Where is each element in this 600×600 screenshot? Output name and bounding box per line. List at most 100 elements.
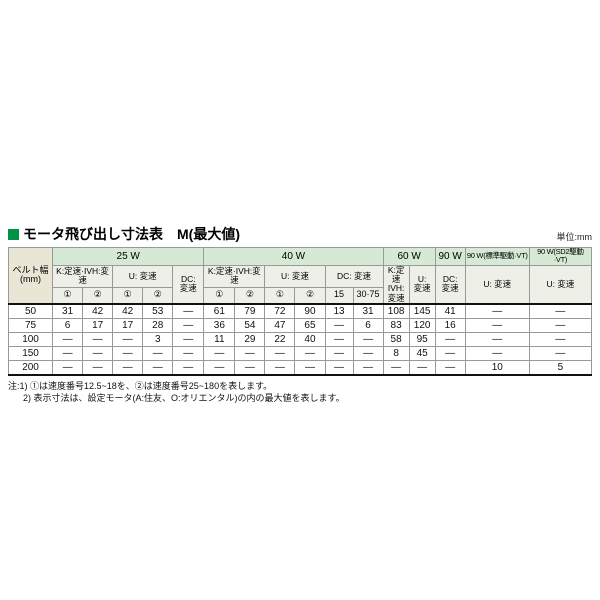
value-cell: 6: [352, 317, 384, 333]
motor-group-90w-sd2-vt: 90 W(SD2駆動·VT): [528, 247, 593, 266]
motor-group-40w: 40 W: [203, 247, 384, 266]
value-cell: 72: [264, 303, 296, 319]
value-cell: —: [528, 345, 593, 361]
value-cell: 22: [264, 331, 296, 347]
value-cell: 13: [324, 303, 354, 319]
value-cell: 45: [408, 345, 436, 361]
subheader-60w-k: K:定速 IVH:変速: [382, 264, 410, 305]
motor-group-25w: 25 W: [52, 247, 205, 266]
page: モータ飛び出し寸法表 M(最大値) 単位:mm ベルト幅 (mm) 25 W 4…: [7, 224, 593, 404]
value-cell: —: [528, 303, 593, 319]
value-cell: 53: [142, 303, 174, 319]
value-cell: —: [352, 331, 384, 347]
value-cell: —: [203, 345, 236, 361]
value-cell: —: [528, 331, 593, 347]
belt-width-cell: 100: [7, 331, 54, 347]
value-cell: —: [112, 331, 144, 347]
value-cell: —: [434, 331, 466, 347]
dimension-table: ベルト幅 (mm) 25 W 40 W 60 W 90 W 90 W(標準駆動·…: [7, 246, 593, 376]
table-row: 200 — — — — — — — — — — — — — — 10 5: [7, 359, 593, 376]
value-cell: —: [352, 359, 384, 376]
value-cell: —: [172, 303, 205, 319]
value-cell: 31: [352, 303, 384, 319]
header-row-groups: ベルト幅 (mm) 25 W 40 W 60 W 90 W 90 W(標準駆動·…: [7, 246, 593, 305]
value-cell: 8: [382, 345, 410, 361]
page-title: モータ飛び出し寸法表 M(最大値): [8, 224, 240, 244]
speed-number-header: ①: [112, 286, 144, 305]
subheader-40w-dc: DC: 変速: [324, 264, 384, 288]
value-cell: —: [324, 317, 354, 333]
value-cell: —: [464, 303, 530, 319]
value-cell: —: [172, 331, 205, 347]
value-cell: —: [112, 359, 144, 376]
value-cell: —: [324, 345, 354, 361]
table-row: 75 6 17 17 28 — 36 54 47 65 — 6 83 120 1…: [7, 317, 593, 333]
value-cell: —: [52, 345, 84, 361]
value-cell: —: [52, 331, 84, 347]
table-row: 150 — — — — — — — — — — — 8 45 — — —: [7, 345, 593, 361]
footnote-2: 2) 表示寸法は、設定モータ(A:住友、O:オリエンタル)の内の最大値を表します…: [23, 393, 345, 404]
speed-number-header: 30·75: [352, 286, 384, 305]
value-cell: 54: [234, 317, 266, 333]
value-cell: —: [352, 345, 384, 361]
motor-group-90w: 90 W: [434, 247, 466, 266]
value-cell: 40: [294, 331, 326, 347]
subheader-90w-std-u: U: 変速: [464, 264, 530, 305]
table-row: 100 — — — 3 — 11 29 22 40 — — 58 95 — — …: [7, 331, 593, 347]
value-cell: 47: [264, 317, 296, 333]
footnote-1: 注:1) ①は速度番号12.5~18を、②は速度番号25~180を表します。: [8, 380, 273, 391]
subheader-25w-dc: DC: 変速: [172, 264, 205, 305]
speed-number-header: ②: [142, 286, 174, 305]
value-cell: —: [264, 345, 296, 361]
value-cell: —: [294, 345, 326, 361]
value-cell: 11: [203, 331, 236, 347]
value-cell: —: [528, 317, 593, 333]
value-cell: 42: [112, 303, 144, 319]
value-cell: 58: [382, 331, 410, 347]
value-cell: 83: [382, 317, 410, 333]
motor-group-90w-std-vt: 90 W(標準駆動·VT): [464, 247, 530, 266]
value-cell: —: [434, 359, 466, 376]
value-cell: 79: [234, 303, 266, 319]
speed-number-header: ①: [264, 286, 296, 305]
subheader-90w-sd2-u: U: 変速: [528, 264, 593, 305]
value-cell: —: [52, 359, 84, 376]
value-cell: —: [294, 359, 326, 376]
value-cell: —: [172, 359, 205, 376]
value-cell: 145: [408, 303, 436, 319]
speed-number-header: ②: [82, 286, 114, 305]
value-cell: —: [324, 331, 354, 347]
value-cell: —: [324, 359, 354, 376]
page-title-text: モータ飛び出し寸法表 M(最大値): [23, 226, 240, 242]
belt-width-header: ベルト幅 (mm): [7, 246, 54, 305]
value-cell: 95: [408, 331, 436, 347]
belt-width-cell: 150: [7, 345, 54, 361]
value-cell: 36: [203, 317, 236, 333]
value-cell: 120: [408, 317, 436, 333]
value-cell: —: [172, 317, 205, 333]
value-cell: 5: [528, 359, 593, 376]
value-cell: —: [82, 345, 114, 361]
speed-number-header: ②: [294, 286, 326, 305]
value-cell: —: [172, 345, 205, 361]
value-cell: 6: [52, 317, 84, 333]
table-body: 50 31 42 42 53 — 61 79 72 90 13 31 108 1…: [7, 303, 593, 376]
belt-width-cell: 200: [7, 359, 54, 376]
value-cell: —: [82, 359, 114, 376]
header-row-speed-numbers: ① ② ① ② ① ② ① ② 15 30·75: [9, 286, 592, 305]
value-cell: —: [234, 345, 266, 361]
value-cell: —: [264, 359, 296, 376]
value-cell: —: [464, 345, 530, 361]
value-cell: —: [408, 359, 436, 376]
value-cell: 108: [382, 303, 410, 319]
value-cell: 16: [434, 317, 466, 333]
value-cell: 29: [234, 331, 266, 347]
value-cell: 17: [82, 317, 114, 333]
value-cell: —: [234, 359, 266, 376]
value-cell: 10: [464, 359, 530, 376]
subheader-90w-dc: DC: 変速: [434, 264, 466, 305]
value-cell: —: [112, 345, 144, 361]
value-cell: —: [142, 345, 174, 361]
unit-label: 単位:mm: [556, 232, 593, 242]
value-cell: 90: [294, 303, 326, 319]
